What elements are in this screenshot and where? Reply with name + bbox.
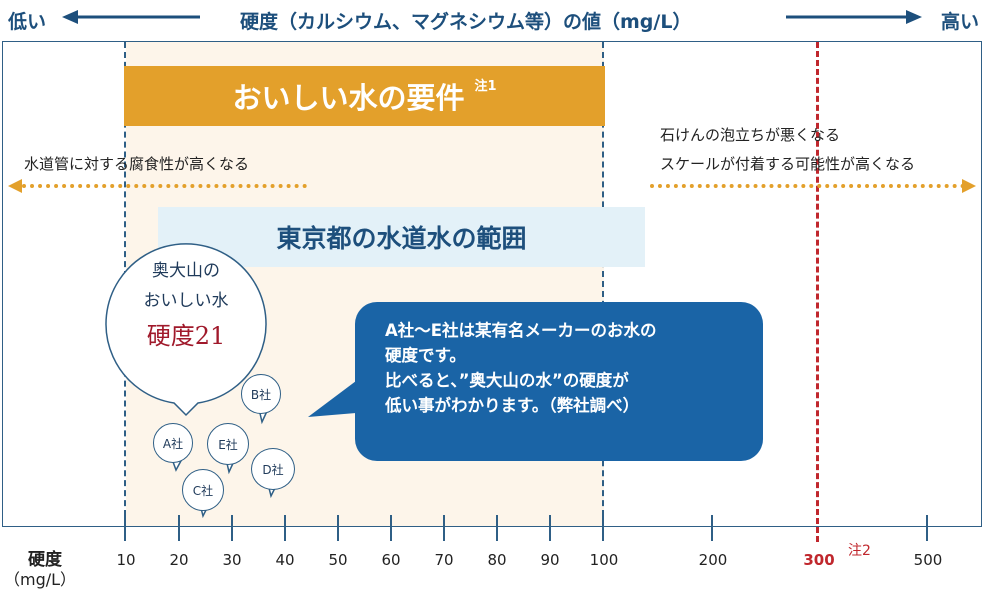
- company-a-pin: A社: [153, 423, 193, 463]
- tick-80: [496, 515, 498, 541]
- okudaisen-bubble: 奥大山の おいしい水 硬度21: [106, 256, 266, 356]
- right-arrow-icon: [786, 10, 922, 24]
- tick-60: [390, 515, 392, 541]
- tokyo-range-box: 東京都の水道水の範囲: [158, 207, 645, 267]
- boundary-line-100: [602, 42, 604, 526]
- tasty-water-banner: おいしい水の要件 注1: [124, 66, 605, 126]
- info-line-4: 低い事がわかります。（弊社調べ）: [385, 396, 640, 415]
- tick-20: [178, 515, 180, 541]
- tick-label-40: 40: [275, 551, 295, 569]
- tick-label-200: 200: [698, 551, 728, 569]
- corrosion-dotted-line: [22, 184, 307, 188]
- tick-50: [337, 515, 339, 541]
- info-line-3: 比べると、”奥大山の水”の硬度が: [385, 371, 629, 390]
- left-arrow-icon: [62, 10, 200, 24]
- tick-40: [284, 515, 286, 541]
- axis-label-hardness: 硬度: [28, 550, 62, 570]
- info-box: A社〜E社は某有名メーカーのお水の 硬度です。 比べると、”奥大山の水”の硬度が…: [355, 302, 763, 461]
- axis-title: 硬度（カルシウム、マグネシウム等）の値（mg/L）: [240, 11, 692, 33]
- info-line-2: 硬度です。: [385, 346, 466, 365]
- banner-note: 注1: [474, 78, 497, 94]
- tick-label-500: 500: [913, 551, 943, 569]
- company-c-pin: C社: [182, 469, 224, 511]
- bubble-hardness: 硬度21: [146, 322, 226, 350]
- tick-label-30: 30: [222, 551, 242, 569]
- banner-label: おいしい水の要件: [232, 81, 465, 115]
- tick-500: [926, 515, 928, 541]
- tick-label-70: 70: [434, 551, 454, 569]
- axis-label-unit: （mg/L）: [4, 570, 77, 589]
- okudaisen-bubble-shape: [105, 243, 267, 417]
- tokyo-range-label: 東京都の水道水の範囲: [276, 224, 527, 253]
- tick-label-10: 10: [116, 551, 136, 569]
- right-dotted-arrowhead-icon: [962, 179, 976, 193]
- soap-note: 石けんの泡立ちが悪くなる: [660, 126, 841, 144]
- tick-label-80: 80: [487, 551, 507, 569]
- company-e-pin: E社: [207, 423, 249, 465]
- bubble-line1: 奥大山の: [152, 261, 220, 281]
- info-line-1: A社〜E社は某有名メーカーのお水の: [385, 321, 657, 340]
- tick-label-60: 60: [381, 551, 401, 569]
- info-pointer: [308, 372, 368, 417]
- company-d-pin: D社: [251, 448, 295, 490]
- note2-label: 注2: [848, 543, 871, 559]
- tick-200: [711, 515, 713, 541]
- tick-label-50: 50: [328, 551, 348, 569]
- scale-dotted-line: [650, 184, 965, 188]
- tick-10: [124, 515, 126, 541]
- tick-label-20: 20: [169, 551, 189, 569]
- tick-label-90: 90: [540, 551, 560, 569]
- tick-70: [443, 515, 445, 541]
- left-dotted-arrowhead-icon: [8, 179, 22, 193]
- bubble-line2: おいしい水: [143, 291, 229, 311]
- chart-frame: [2, 41, 982, 527]
- tick-label-100: 100: [589, 551, 619, 569]
- scale-note: スケールが付着する可能性が高くなる: [660, 155, 916, 173]
- high-label: 高い: [941, 11, 980, 33]
- company-b-pin: B社: [241, 374, 281, 414]
- tick-label-300: 300: [803, 551, 835, 569]
- low-label: 低い: [8, 11, 47, 33]
- corrosion-note: 水道管に対する腐食性が高くなる: [24, 155, 250, 173]
- tick-90: [549, 515, 551, 541]
- limit-line-300: [816, 42, 819, 542]
- tick-30: [231, 515, 233, 541]
- tick-100: [602, 515, 604, 541]
